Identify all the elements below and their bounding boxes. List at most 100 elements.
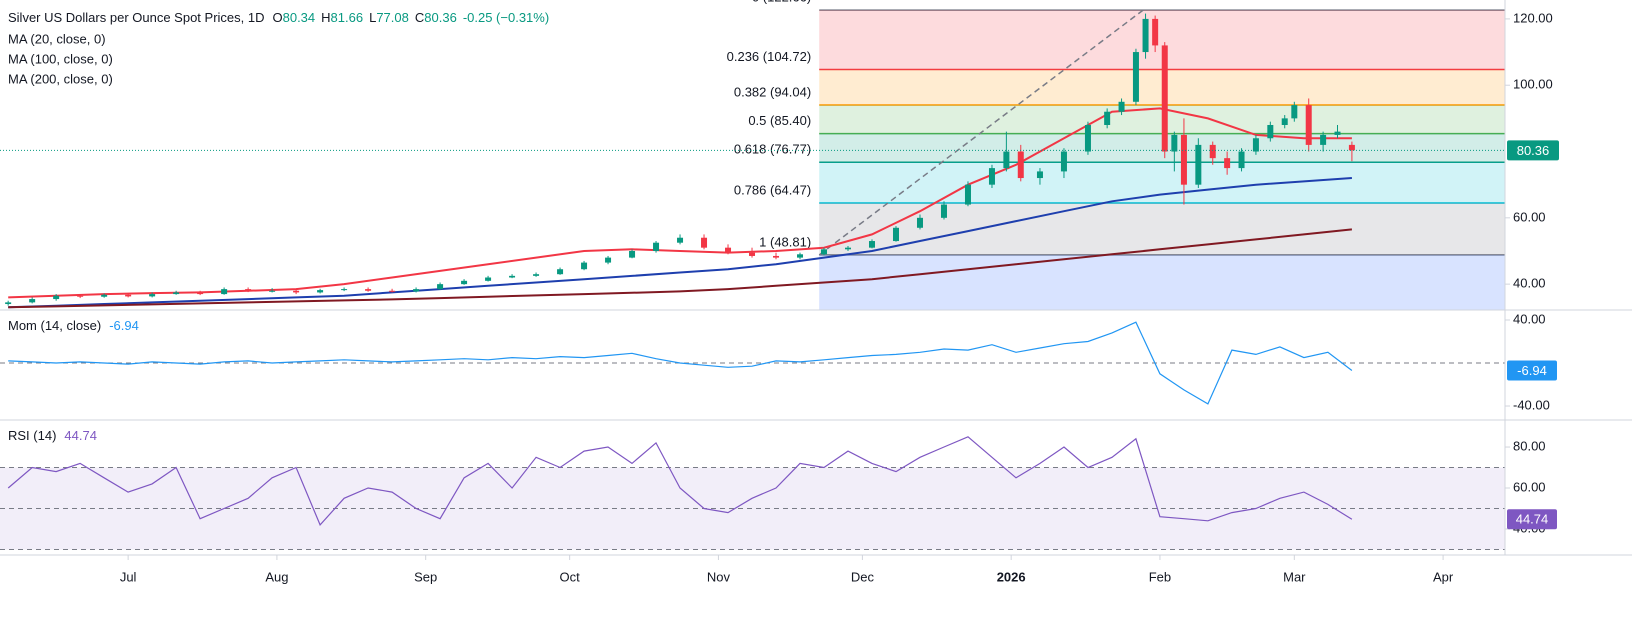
y-tick-label: 100.00	[1513, 77, 1553, 92]
indicator-title: RSI (14) 44.74	[8, 428, 97, 443]
candle-body	[341, 289, 348, 291]
candle-body	[1238, 151, 1245, 169]
value-tag-label: 44.74	[1516, 512, 1549, 527]
candle-body	[269, 290, 276, 292]
candle-body	[413, 289, 420, 292]
candle-body	[1334, 131, 1341, 135]
candle-body	[1320, 134, 1327, 145]
last-price-label: 80.36	[1517, 143, 1550, 158]
candle-body	[749, 252, 756, 256]
fib-zone	[819, 254, 1505, 310]
ohlc-value: 80.36	[424, 10, 457, 25]
candle-body	[1267, 124, 1274, 139]
candle-body	[1017, 151, 1024, 179]
fib-trend-line	[818, 9, 1144, 256]
ohlc-value: 80.34	[283, 10, 316, 25]
candle-body	[1252, 138, 1259, 152]
candle-body	[317, 290, 324, 293]
candle-body	[988, 168, 995, 185]
candle-body	[533, 274, 540, 276]
candle-body	[1132, 52, 1139, 102]
candle-body	[101, 294, 108, 297]
fib-label: 0.382 (94.04)	[734, 84, 811, 99]
fib-label: 0 (122.66)	[752, 0, 811, 5]
candle-body	[1003, 151, 1010, 169]
candle-body	[1152, 18, 1159, 46]
candle-body	[581, 262, 588, 270]
candle-body	[1209, 144, 1216, 159]
candle-body	[1060, 151, 1067, 172]
panel	[0, 436, 1505, 550]
candle-body	[1305, 105, 1312, 145]
title-text: Silver US Dollars per Ounce Spot Prices,…	[8, 10, 264, 25]
x-tick-label: Feb	[1149, 569, 1171, 584]
ohlc-key: L	[369, 10, 376, 25]
candle-body	[677, 237, 684, 243]
y-tick-label: 60.00	[1513, 209, 1546, 224]
y-tick-label: 40.00	[1513, 276, 1546, 291]
candle-body	[868, 241, 875, 248]
ohlc-key: C	[415, 10, 424, 25]
panel: 0 (122.66) 0.236 (104.72) 0.382 (94.04) 0.5…	[0, 0, 1505, 310]
ohlc-key: O	[272, 10, 282, 25]
legend-entry: MA (100, close, 0)	[8, 51, 113, 66]
fib-zone	[819, 162, 1505, 204]
ohlc-value: 77.08	[376, 10, 409, 25]
candle-body	[1171, 134, 1178, 152]
candle-body	[5, 302, 12, 305]
moving-average	[8, 107, 1352, 299]
candle-body	[773, 255, 780, 258]
last-price-tag	[1507, 140, 1559, 161]
candle-body	[605, 257, 612, 263]
candle-body	[821, 249, 828, 255]
plot-layer: 0 (122.66) 0.236 (104.72) 0.382 (94.04) 0.5…	[0, 0, 1505, 550]
fib-label: 1 (48.81)	[759, 234, 811, 249]
value-tag	[1507, 509, 1557, 530]
candle-body	[485, 277, 492, 281]
fib-label: 0.786 (64.47)	[734, 182, 811, 197]
indicator-value: -6.94	[109, 318, 139, 333]
chart-title: Silver US Dollars per Ounce Spot Prices,…	[8, 10, 549, 25]
candle-body	[245, 289, 252, 291]
indicator-name: Mom (14, close)	[8, 318, 101, 333]
candle-body	[653, 242, 660, 251]
candle-body	[509, 275, 516, 278]
candle-body	[1084, 124, 1091, 152]
y-tick-label: 40.00	[1513, 311, 1546, 326]
candle-body	[365, 289, 372, 291]
candle-body	[1195, 144, 1202, 185]
candle-body	[1281, 118, 1288, 125]
candle-body	[1036, 171, 1043, 179]
candle-body	[1104, 111, 1111, 125]
candle-body	[940, 204, 947, 218]
candle-body	[1142, 18, 1149, 53]
x-tick-label: Sep	[414, 569, 437, 584]
change: -0.25 (−0.31%)	[463, 10, 549, 25]
panel	[0, 321, 1505, 405]
candle-body	[53, 295, 60, 300]
candle-body	[461, 280, 468, 285]
indicator-title: Mom (14, close) -6.94	[8, 318, 139, 333]
fib-label: 0.236 (104.72)	[727, 49, 812, 64]
x-tick-label: Jul	[120, 569, 137, 584]
candle-body	[1180, 134, 1187, 185]
legend-entry: MA (20, close, 0)	[8, 31, 106, 46]
x-tick-label: Mar	[1283, 569, 1306, 584]
x-tick-label: Apr	[1433, 569, 1454, 584]
y-tick-label: 60.00	[1513, 479, 1546, 494]
candle-body	[437, 284, 444, 290]
fib-label: 0.5 (85.40)	[748, 113, 811, 128]
candle-body	[125, 294, 132, 297]
value-tag	[1507, 360, 1557, 381]
fib-label: 0.618 (76.77)	[734, 142, 811, 157]
x-tick-label: Nov	[707, 569, 731, 584]
x-tick-label: Aug	[265, 569, 288, 584]
candle-body	[797, 254, 804, 258]
candle-body	[964, 184, 971, 205]
candle-body	[845, 247, 852, 250]
ohlc-key: H	[321, 10, 330, 25]
candle-body	[149, 294, 156, 297]
x-tick-label: 2026	[997, 569, 1026, 584]
candle-body	[1291, 105, 1298, 119]
